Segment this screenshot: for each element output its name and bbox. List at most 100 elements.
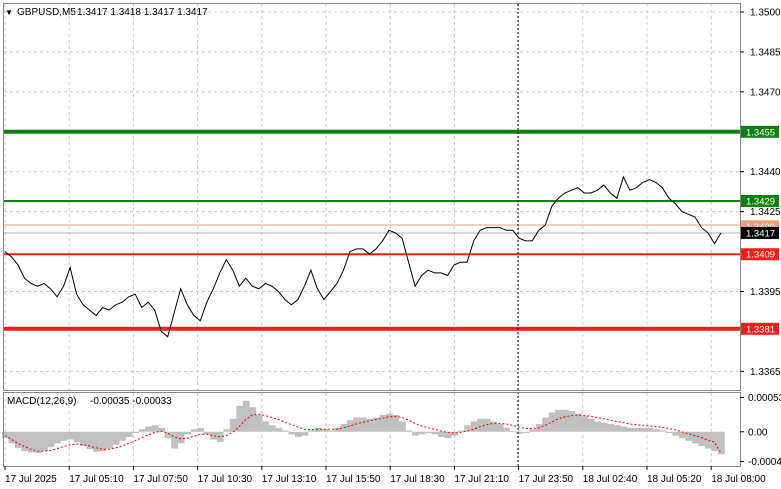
- macd-bar: [164, 431, 172, 439]
- macd-bar: [301, 431, 309, 436]
- macd-bar: [613, 425, 621, 432]
- macd-bar: [314, 427, 322, 432]
- macd-bar: [223, 429, 231, 432]
- level-tag-1.3455: 1.3455: [746, 127, 775, 138]
- macd-histogram: [2, 400, 725, 455]
- macd-bar: [34, 431, 42, 454]
- symbol-label: GBPUSD,M5: [17, 7, 76, 18]
- macd-bar: [80, 431, 87, 446]
- macd-bar: [672, 431, 680, 436]
- macd-bar: [190, 429, 198, 432]
- macd-bar: [652, 429, 660, 432]
- macd-bar: [438, 431, 445, 437]
- macd-bar: [184, 431, 192, 435]
- macd-tick-label: 0.00: [748, 427, 768, 438]
- macd-bar: [561, 409, 569, 432]
- macd-bar: [288, 431, 296, 435]
- level-tag-1.3429: 1.3429: [746, 196, 775, 207]
- macd-bar: [665, 431, 673, 434]
- macd-bar: [678, 431, 686, 439]
- macd-bar: [229, 418, 237, 432]
- symbol-caret[interactable]: ▼: [5, 8, 13, 17]
- x-tick-label: 17 Jul 13:10: [262, 474, 317, 485]
- macd-bar: [320, 429, 328, 432]
- macd-bar: [548, 412, 556, 432]
- macd-bar: [704, 431, 712, 449]
- x-tick-label: 18 Jul 05:20: [647, 474, 702, 485]
- macd-bar: [483, 418, 491, 432]
- macd-bar: [366, 418, 374, 432]
- macd-bar: [41, 431, 48, 452]
- macd-bar: [522, 431, 530, 434]
- macd-bar: [691, 431, 699, 444]
- macd-bar: [60, 431, 68, 441]
- macd-bar: [639, 427, 647, 432]
- macd-bar: [477, 418, 484, 432]
- macd-bar: [581, 416, 589, 432]
- macd-pane-frame: [3, 392, 741, 467]
- macd-bar: [203, 431, 211, 435]
- macd-tick-label: 0.00053: [748, 393, 781, 404]
- x-tick-label: 17 Jul 23:50: [519, 474, 574, 485]
- price-series-line: [4, 175, 722, 338]
- macd-bar: [496, 424, 504, 432]
- x-tick-label: 17 Jul 07:50: [133, 474, 188, 485]
- macd-bar: [568, 411, 576, 432]
- macd-bar: [132, 431, 139, 434]
- level-tag-1.3409-bg: [741, 248, 779, 261]
- macd-bar: [242, 400, 250, 432]
- macd-bar: [333, 427, 341, 432]
- macd-bar: [177, 431, 185, 444]
- macd-bar: [360, 417, 367, 432]
- macd-bar: [587, 418, 595, 432]
- macd-bar: [431, 431, 439, 435]
- macd-bar: [327, 430, 335, 432]
- current-price-tag: 1.3417: [746, 228, 775, 239]
- macd-bar: [138, 429, 146, 432]
- macd-bar: [255, 414, 263, 432]
- y-tick-label: 1.3440: [750, 167, 781, 178]
- level-lines: [4, 129, 740, 331]
- macd-bar: [698, 431, 706, 446]
- price-axis: 1.3500 1.3485 1.3470 1.3440 1.3425 1.3395 1.33…: [740, 7, 781, 378]
- y-tick-label: 1.3485: [750, 47, 781, 58]
- macd-bar: [93, 431, 100, 452]
- macd-bar: [464, 425, 471, 432]
- x-tick-label: 17 Jul 10:30: [198, 474, 253, 485]
- price-grid: [4, 4, 740, 390]
- macd-bar: [373, 417, 380, 432]
- macd-bar: [197, 427, 205, 432]
- macd-bar: [659, 430, 667, 432]
- macd-bar: [86, 431, 94, 450]
- macd-bar: [125, 431, 133, 437]
- macd-bar: [685, 431, 693, 441]
- level-tag-1.3381: 1.3381: [746, 324, 775, 335]
- macd-bar: [119, 431, 126, 441]
- macd-tick-label: -0.00046: [748, 457, 781, 468]
- macd-bar: [444, 431, 452, 439]
- macd-bar: [490, 421, 497, 432]
- ohlc-readout: 1.3417 1.3418 1.3417 1.3417: [77, 7, 208, 18]
- macd-bar: [145, 426, 152, 432]
- current-price-tag-bg: [741, 226, 779, 239]
- macd-signal-line: [4, 413, 722, 454]
- macd-bar: [249, 407, 257, 432]
- macd-bar: [67, 431, 74, 440]
- macd-bar: [646, 427, 654, 432]
- x-tick-label: 17 Jul 21:10: [454, 474, 509, 485]
- macd-bar: [711, 431, 719, 452]
- x-tick-label: 17 Jul 18:30: [390, 474, 445, 485]
- x-tick-label: 17 Jul 2025: [5, 474, 57, 485]
- level-tag-1.3409: 1.3409: [746, 250, 775, 261]
- macd-bar: [151, 425, 159, 432]
- macd-bar: [353, 417, 361, 432]
- level-tag-1.3381-bg: [741, 322, 779, 335]
- x-tick-label: 18 Jul 08:00: [711, 474, 766, 485]
- macd-bar: [607, 424, 615, 432]
- macd-bar: [529, 429, 537, 432]
- price-pane-frame: [3, 3, 741, 391]
- level-tag-1.3455-bg: [741, 125, 779, 138]
- macd-bar: [236, 405, 244, 432]
